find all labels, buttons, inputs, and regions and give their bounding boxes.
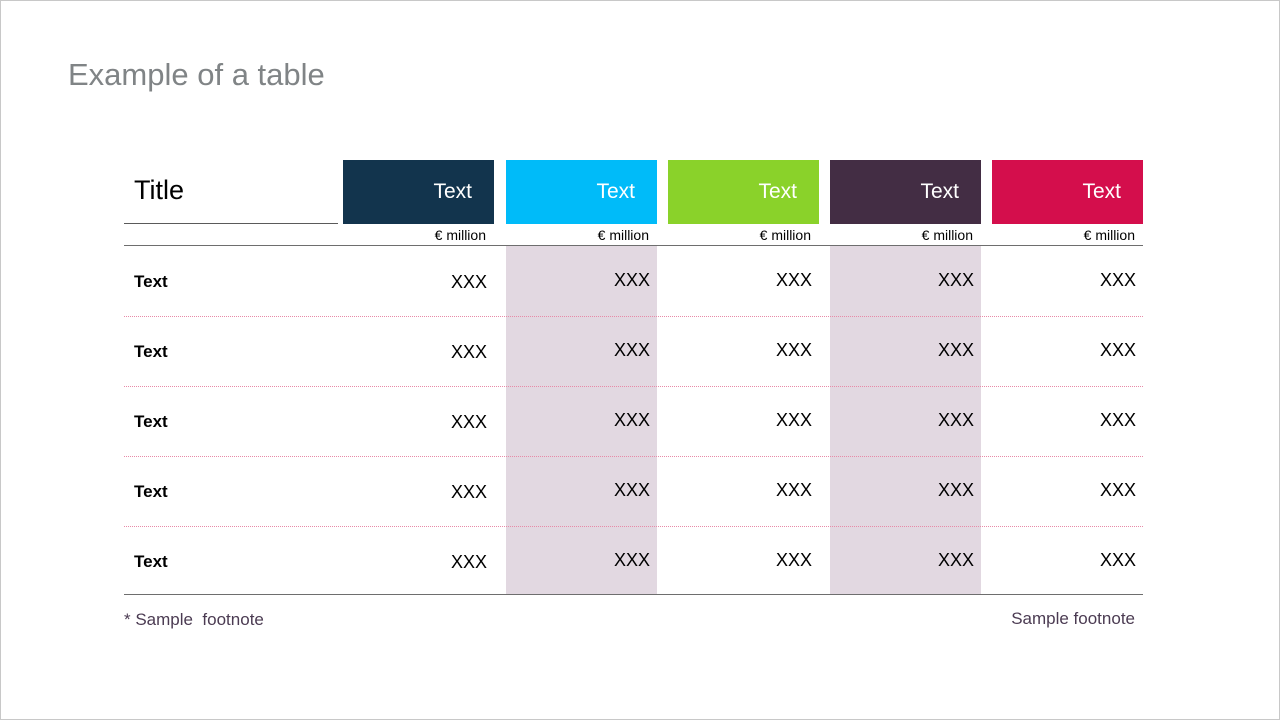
column-unit-2: € million [597, 227, 649, 243]
table-cell: XXX [1099, 340, 1136, 360]
shaded-column-2 [506, 246, 657, 594]
table-cell: XXX [450, 412, 487, 432]
table-cell: XXX [775, 340, 812, 360]
column-unit-5: € million [1083, 227, 1135, 243]
table-cell: XXX [1099, 550, 1136, 570]
row-label: Text [134, 482, 168, 501]
title-underline [124, 223, 338, 224]
row-separator [124, 386, 1143, 387]
row-label: Text [134, 412, 168, 431]
table-cell: XXX [450, 272, 487, 292]
bottom-rule [124, 594, 1143, 595]
footnote-right: Sample footnote [1011, 609, 1135, 628]
table-cell: XXX [1099, 480, 1136, 500]
column-header-2: Text [506, 160, 657, 224]
table-cell: XXX [1099, 270, 1136, 290]
table-cell: XXX [937, 410, 974, 430]
table-cell: XXX [613, 270, 650, 290]
table-cell: XXX [450, 552, 487, 572]
footnote-left: * Sample footnote [124, 610, 264, 629]
shaded-column-4 [830, 246, 981, 594]
table-cell: XXX [937, 340, 974, 360]
table-cell: XXX [450, 342, 487, 362]
column-unit-1: € million [434, 227, 486, 243]
slide-title: Example of a table [68, 57, 325, 92]
column-unit-4: € million [921, 227, 973, 243]
column-header-3: Text [668, 160, 819, 224]
table-cell: XXX [775, 410, 812, 430]
header-rule [124, 245, 1143, 246]
table-cell: XXX [937, 480, 974, 500]
table-cell: XXX [775, 480, 812, 500]
table-cell: XXX [450, 482, 487, 502]
table-cell: XXX [937, 550, 974, 570]
table-cell: XXX [1099, 410, 1136, 430]
row-label: Text [134, 552, 168, 571]
column-header-5: Text [992, 160, 1143, 224]
table-title: Title [134, 175, 185, 205]
table-cell: XXX [775, 550, 812, 570]
row-label: Text [134, 272, 168, 291]
column-header-4: Text [830, 160, 981, 224]
row-separator [124, 456, 1143, 457]
table-cell: XXX [775, 270, 812, 290]
column-header-1: Text [343, 160, 494, 224]
row-label: Text [134, 342, 168, 361]
row-separator [124, 316, 1143, 317]
row-separator [124, 526, 1143, 527]
table-cell: XXX [613, 410, 650, 430]
table-cell: XXX [937, 270, 974, 290]
table-cell: XXX [613, 340, 650, 360]
table-cell: XXX [613, 550, 650, 570]
table-cell: XXX [613, 480, 650, 500]
column-unit-3: € million [759, 227, 811, 243]
